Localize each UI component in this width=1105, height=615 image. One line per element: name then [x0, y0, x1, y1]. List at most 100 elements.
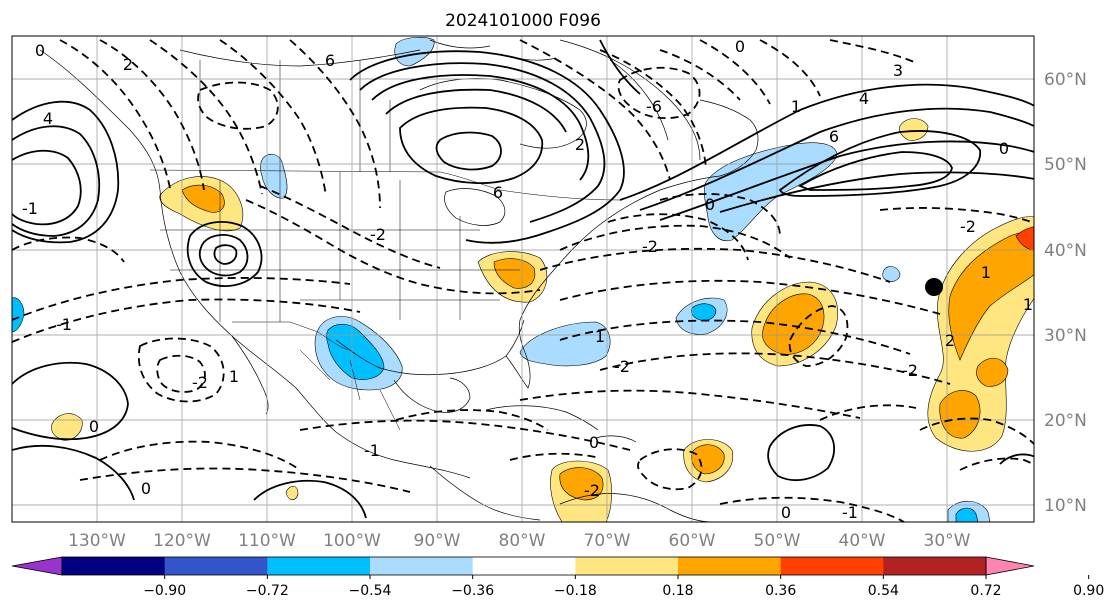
- lon-tick: 100°W: [323, 531, 381, 551]
- contour-dashed-3: [149, 39, 263, 195]
- shade-greenland-negative: [394, 37, 435, 67]
- lon-tick: 110°W: [238, 531, 296, 551]
- colorbar-label: 0.90: [1073, 583, 1104, 599]
- contour-dashed-13: [12, 277, 351, 321]
- contour-solid-23: [999, 453, 1034, 465]
- contour-solid-12: [797, 151, 953, 191]
- contour-label: 0: [141, 479, 151, 498]
- map-plot-area: 2 0 6 4 -1 2 -2 0 3 4 6 1 0 -2 -2 -1 -2 …: [12, 36, 1034, 522]
- contour-solid-5: [399, 106, 544, 184]
- coastline-baja: [231, 335, 269, 415]
- shade-eastus-positive-core: [493, 258, 536, 289]
- colorbar-label: −0.54: [349, 583, 392, 599]
- contour-label: -2: [642, 237, 658, 256]
- solid-contours: [12, 39, 1034, 519]
- shade-atlantic-negative-core: [691, 303, 717, 321]
- shade-central-positive: [285, 485, 299, 501]
- contour-solid-22: [253, 479, 367, 519]
- contour-solid-14: [12, 125, 101, 237]
- dashed-contours: [12, 39, 1034, 522]
- contour-solid-24: [599, 39, 641, 95]
- contour-label: 3: [893, 61, 903, 80]
- lat-tick: 10°N: [1044, 496, 1087, 516]
- contour-dashed-39: [395, 409, 549, 431]
- location-marker: [925, 278, 943, 296]
- contour-dashed-6: [519, 39, 671, 181]
- contour-solid-4: [385, 88, 567, 133]
- colorbar: −0.90 −0.72 −0.54 −0.36 −0.18 0.18 0.36 0.54 0.7…: [11, 556, 1104, 599]
- contour-label: 6: [493, 183, 503, 202]
- contour-dashed-38: [509, 452, 601, 461]
- coastline-greenland-south: [609, 59, 669, 141]
- contour-dashed-30: [879, 207, 1034, 224]
- contour-solid-20: [12, 445, 135, 501]
- shade-eastatlantic-positive-core: [948, 231, 1034, 361]
- contour-label: 0: [589, 433, 599, 452]
- contour-dashed-16: [156, 354, 206, 393]
- contour-dashed-32: [788, 305, 849, 367]
- contour-dashed-1: [59, 39, 171, 189]
- contour-solid-19: [12, 361, 129, 441]
- contour-dashed-11: [759, 39, 821, 97]
- colorbar-label: 0.18: [662, 583, 693, 599]
- colorbar-extend-low: [11, 556, 63, 576]
- contour-solid-11: [778, 130, 981, 197]
- contour-label: 1: [595, 327, 605, 346]
- coastline-yucatan: [393, 377, 471, 413]
- colorbar-frame: [61, 556, 987, 576]
- shade-atlantic-positive-core: [762, 293, 825, 355]
- latitude-ticks: 10°N 20°N 30°N 40°N 50°N 60°N: [1044, 70, 1087, 516]
- colorbar-segment: [883, 557, 987, 575]
- colorbar-segment: [267, 557, 371, 575]
- contour-label: 1: [981, 263, 991, 282]
- shade-eastatlantic-positive-core3: [976, 357, 1009, 387]
- colorbar-label: −0.72: [246, 583, 289, 599]
- shade-north-positive: [899, 118, 929, 141]
- coastline-hispaniola: [595, 435, 637, 443]
- contour-label: 0: [705, 195, 715, 214]
- contour-label: 0: [735, 37, 745, 56]
- contour-dashed-36: [919, 417, 1034, 445]
- coastline-cuba: [485, 405, 599, 431]
- contour-dashed-34: [719, 496, 905, 522]
- contour-dashed-27: [99, 440, 301, 471]
- map-title: 2024101000 F096: [445, 11, 601, 31]
- contour-solid-8: [639, 107, 1034, 211]
- contour-dashed-29: [607, 213, 749, 261]
- contour-label: 4: [43, 109, 53, 128]
- colorbar-segment: [164, 557, 268, 575]
- contour-label: 1: [1023, 295, 1033, 314]
- contour-label: -1: [22, 199, 38, 218]
- shade-tropics-positive-core: [691, 444, 725, 475]
- lon-tick: 70°W: [584, 531, 631, 551]
- contour-label: -2: [960, 217, 976, 236]
- contour-label: -2: [614, 357, 630, 376]
- coastline-greenland: [559, 39, 701, 161]
- lon-tick: 90°W: [414, 531, 461, 551]
- contour-labels: 2 0 6 4 -1 2 -2 0 3 4 6 1 0 -2 -2 -1 -2 …: [22, 37, 1033, 522]
- lat-tick: 30°N: [1044, 326, 1087, 346]
- contour-solid-21: [767, 424, 835, 482]
- contour-label: 0: [89, 417, 99, 436]
- contour-label: -1: [842, 503, 858, 522]
- colorbar-label: −0.36: [451, 583, 494, 599]
- contour-dashed-31: [12, 236, 125, 263]
- colorbar-segment: [370, 557, 474, 575]
- contour-solid-15: [12, 149, 82, 226]
- contour-label: 6: [325, 51, 335, 70]
- political-borders: [149, 60, 621, 431]
- contour-dashed-40: [197, 81, 279, 130]
- contour-dashed-14: [12, 298, 361, 343]
- contour-solid-6: [435, 131, 502, 171]
- shaded-regions: [12, 37, 1034, 522]
- contour-dashed-26: [79, 467, 411, 493]
- shade-eastatlantic-red: [1015, 226, 1034, 251]
- contour-dashed-4: [219, 39, 327, 197]
- contour-solid-18: [213, 244, 238, 265]
- contour-solid-17: [198, 234, 249, 277]
- contour-label: -2: [370, 225, 386, 244]
- border-us-mexico: [232, 321, 349, 351]
- contour-dashed-23: [599, 352, 951, 385]
- colorbar-label: 0.36: [765, 583, 796, 599]
- contour-dashed-18: [259, 185, 441, 269]
